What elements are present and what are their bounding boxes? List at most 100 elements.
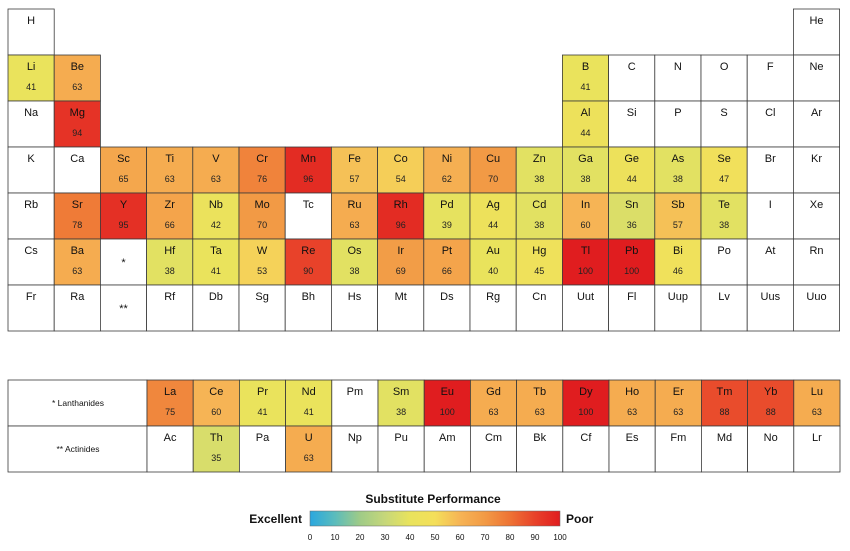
element-cell-cn: Cn xyxy=(515,284,563,332)
element-symbol: K xyxy=(27,153,35,165)
element-value: 41 xyxy=(211,266,221,276)
element-cell-rf: Rf xyxy=(146,284,194,332)
cell-background xyxy=(100,284,148,332)
element-symbol: Uuo xyxy=(806,291,826,303)
element-cell-h: H xyxy=(7,8,55,56)
element-symbol: Ge xyxy=(624,153,639,165)
cell-background xyxy=(7,238,55,286)
element-cell-uut: Uut xyxy=(562,284,610,332)
element-symbol: * xyxy=(121,257,126,269)
element-symbol: Sb xyxy=(671,199,684,211)
element-symbol: Lu xyxy=(811,386,823,398)
element-cell-f: F xyxy=(746,54,794,102)
element-value: 38 xyxy=(673,174,683,184)
element-symbol: P xyxy=(674,107,681,119)
cell-background xyxy=(515,192,563,240)
element-value: 41 xyxy=(257,407,267,417)
element-cell-ru: Ru 63 xyxy=(330,192,378,240)
element-symbol: Zr xyxy=(165,199,176,211)
element-symbol: Am xyxy=(439,432,456,444)
element-symbol: C xyxy=(628,61,636,73)
element-cell-cm: Cm xyxy=(469,425,517,473)
element-value: 60 xyxy=(211,407,221,417)
element-symbol: Mo xyxy=(254,199,269,211)
cell-background xyxy=(608,192,656,240)
element-symbol: Es xyxy=(626,432,639,444)
element-symbol: Rn xyxy=(809,245,823,257)
element-cell-pt: Pt 66 xyxy=(423,238,471,286)
element-value: 42 xyxy=(211,220,221,230)
element-symbol: N xyxy=(674,61,682,73)
element-symbol: Si xyxy=(627,107,637,119)
series-label-cell: ** Actinides xyxy=(7,425,148,473)
cell-background xyxy=(377,379,425,427)
element-value: 90 xyxy=(303,266,313,276)
element-value: 100 xyxy=(578,407,593,417)
element-symbol: Er xyxy=(673,386,684,398)
element-cell-mt: Mt xyxy=(377,284,425,332)
element-cell-pu: Pu xyxy=(377,425,425,473)
element-value: 38 xyxy=(534,174,544,184)
element-value: 100 xyxy=(624,266,639,276)
cell-background xyxy=(7,8,55,56)
element-cell-zn: Zn 38 xyxy=(515,146,563,194)
element-cell-la: La 75 xyxy=(146,379,194,427)
element-cell-b: B 41 xyxy=(562,54,610,102)
element-symbol: Cr xyxy=(256,153,268,165)
element-value: 44 xyxy=(580,128,590,138)
element-symbol: Cd xyxy=(532,199,546,211)
element-cell-tl: Tl 100 xyxy=(562,238,610,286)
element-cell-li: Li 41 xyxy=(7,54,55,102)
element-value: 69 xyxy=(396,266,406,276)
element-value: 41 xyxy=(304,407,314,417)
cell-background xyxy=(377,425,425,473)
element-cell-tb: Tb 63 xyxy=(516,379,564,427)
element-cell-c: C xyxy=(608,54,656,102)
element-value: 96 xyxy=(303,174,313,184)
element-cell-si: Si xyxy=(608,100,656,148)
element-symbol: Rf xyxy=(164,291,176,303)
cell-background xyxy=(238,284,286,332)
element-value: 46 xyxy=(673,266,683,276)
cell-background xyxy=(192,284,240,332)
element-cell-lu: Lu 63 xyxy=(793,379,841,427)
element-symbol: Uus xyxy=(761,291,781,303)
element-symbol: Ga xyxy=(578,153,594,165)
element-cell-uus: Uus xyxy=(746,284,794,332)
element-symbol: Cf xyxy=(580,432,592,444)
cell-background xyxy=(793,146,841,194)
element-cell-pm: Pm xyxy=(331,379,379,427)
element-cell-bh: Bh xyxy=(284,284,332,332)
element-value: 57 xyxy=(349,174,359,184)
element-value: 63 xyxy=(165,174,175,184)
cell-background xyxy=(377,146,425,194)
element-symbol: Hg xyxy=(532,245,546,257)
element-symbol: Hs xyxy=(348,291,362,303)
element-cell-ge: Ge 44 xyxy=(608,146,656,194)
element-symbol: Br xyxy=(765,153,776,165)
element-cell-mo: Mo 70 xyxy=(238,192,286,240)
cell-background xyxy=(53,238,101,286)
element-value: 41 xyxy=(26,82,36,92)
element-symbol: Dy xyxy=(579,386,593,398)
cell-background xyxy=(469,192,517,240)
cell-background xyxy=(701,425,749,473)
element-symbol: Sr xyxy=(72,199,83,211)
cell-background xyxy=(608,238,656,286)
element-cell-sr: Sr 78 xyxy=(53,192,101,240)
cell-background xyxy=(146,192,194,240)
element-cell-fl: Fl xyxy=(608,284,656,332)
cell-background xyxy=(793,54,841,102)
cell-background xyxy=(515,284,563,332)
element-cell-ca: Ca xyxy=(53,146,101,194)
element-cell-cl: Cl xyxy=(746,100,794,148)
element-cell-fr: Fr xyxy=(7,284,55,332)
element-cell-ba: Ba 63 xyxy=(53,238,101,286)
element-value: 70 xyxy=(488,174,498,184)
cell-background xyxy=(100,192,148,240)
element-symbol: Fl xyxy=(627,291,636,303)
cell-background xyxy=(284,284,332,332)
element-value: 66 xyxy=(442,266,452,276)
cell-background xyxy=(53,100,101,148)
cell-background xyxy=(192,238,240,286)
